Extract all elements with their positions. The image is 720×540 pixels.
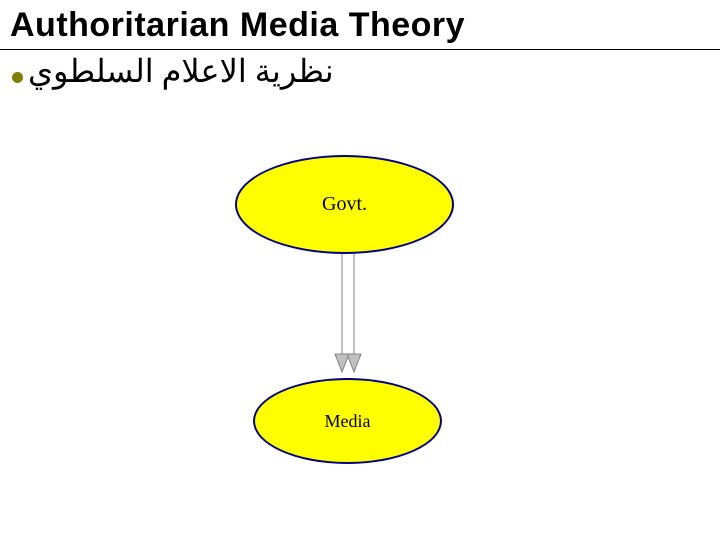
bullet-icon (12, 72, 23, 83)
title-english: Authoritarian Media Theory (10, 6, 465, 45)
node-media-label: Media (325, 411, 371, 432)
title-underline (0, 49, 720, 50)
arrows-down-icon (320, 252, 380, 382)
node-govt: Govt. (235, 155, 454, 254)
title-arabic: نظرية الاعلام السلطوي (28, 52, 334, 90)
node-govt-label: Govt. (322, 193, 367, 216)
node-media: Media (253, 378, 442, 464)
slide: Authoritarian Media Theory نظرية الاعلام… (0, 0, 720, 540)
